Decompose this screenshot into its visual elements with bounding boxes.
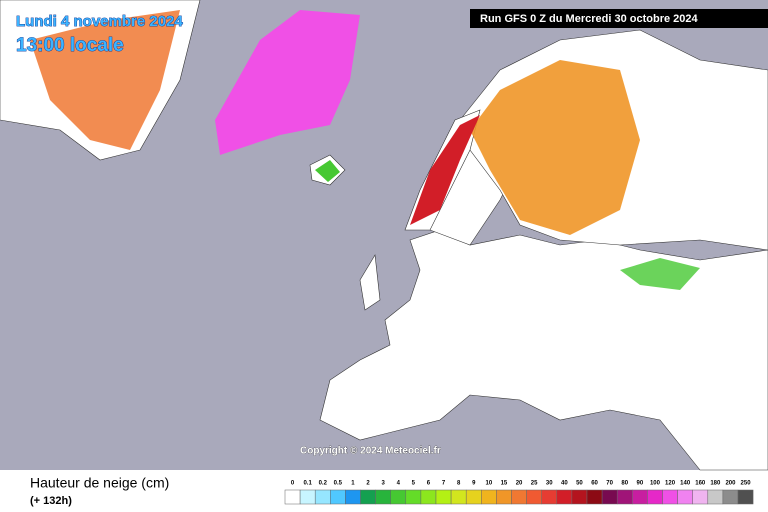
legend-swatch	[707, 489, 724, 505]
legend-swatch	[330, 489, 346, 505]
legend-label: 40	[561, 481, 568, 487]
legend-swatch	[360, 489, 376, 505]
legend-swatch	[375, 489, 391, 505]
legend-swatch	[299, 489, 316, 505]
footer-lead: (+ 132h)	[30, 495, 72, 507]
legend-label: 6	[427, 481, 431, 487]
legend-label: 1	[351, 481, 355, 487]
legend-label: 5	[412, 481, 416, 487]
britain	[359, 254, 381, 311]
legend-label: 70	[606, 481, 613, 487]
run-box	[470, 9, 768, 28]
legend-label: 25	[531, 481, 538, 487]
legend-label: 0.1	[303, 481, 312, 487]
legend-label: 10	[486, 481, 493, 487]
legend-label: 0	[291, 481, 295, 487]
legend-label: 3	[381, 481, 385, 487]
legend-swatch	[737, 489, 754, 505]
legend-label: 15	[501, 481, 508, 487]
legend-swatch	[465, 489, 482, 505]
legend-label: 200	[725, 481, 736, 487]
legend-swatch	[511, 489, 527, 505]
legend-swatch	[481, 489, 497, 505]
legend-label: 4	[397, 481, 401, 487]
norway-snow	[410, 115, 480, 225]
legend-swatch	[722, 489, 739, 505]
legend-label: 80	[621, 481, 628, 487]
legend-label: 180	[710, 481, 721, 487]
legend-swatch	[390, 489, 407, 505]
run: Run GFS 0 Z du Mercredi 30 octobre 2024	[480, 13, 698, 25]
legend-label: 250	[741, 481, 752, 487]
legend-swatch	[647, 489, 663, 505]
legend-swatch	[526, 489, 542, 505]
legend-swatch	[405, 489, 422, 505]
legend-swatch	[314, 489, 331, 505]
legend-label: 120	[665, 481, 676, 487]
date: Lundi 4 novembre 2024	[16, 13, 183, 30]
legend-label: 140	[680, 481, 691, 487]
footer-title: Hauteur de neige (cm)	[30, 475, 169, 491]
legend-label: 0.2	[319, 481, 328, 487]
continent	[319, 229, 768, 471]
legend-swatch	[632, 489, 648, 505]
copyright: Copyright © 2024 Meteociel.fr	[300, 446, 441, 457]
russia-snow	[470, 60, 640, 235]
canada-snow	[30, 10, 180, 150]
caucasus-snow	[620, 258, 700, 290]
legend-label: 2	[366, 481, 370, 487]
legend-swatch	[284, 489, 301, 505]
legend-label: 8	[457, 481, 461, 487]
legend-swatch	[662, 489, 678, 505]
legend-swatch	[345, 489, 361, 505]
legend-label: 0.5	[334, 481, 343, 487]
legend-label: 100	[650, 481, 661, 487]
legend-label: 9	[472, 481, 476, 487]
legend-swatch	[435, 489, 452, 505]
legend-label: 50	[576, 481, 583, 487]
legend-swatch	[571, 489, 588, 505]
legend-label: 20	[516, 481, 523, 487]
legend-swatch	[556, 489, 573, 505]
legend-swatch	[450, 489, 467, 505]
legend: 0 0.1 0.2 0.5 1 2 3 4 5 6 7 8 9 10 15 20 25 30 40 50 60 70 80 9…	[284, 481, 754, 505]
legend-swatch	[677, 489, 693, 505]
legend-swatch	[496, 489, 512, 505]
legend-label: 90	[637, 481, 644, 487]
time: 13:00 locale	[16, 35, 124, 56]
legend-swatch	[541, 489, 558, 505]
legend-label: 160	[695, 481, 706, 487]
legend-swatch	[601, 489, 618, 505]
legend-swatch	[616, 489, 633, 505]
legend-swatch	[692, 489, 709, 505]
legend-swatch	[586, 489, 603, 505]
greenland-snow	[215, 10, 360, 155]
legend-label: 30	[546, 481, 553, 487]
legend-label: 7	[442, 481, 446, 487]
legend-swatch	[420, 489, 437, 505]
iceland-snow	[315, 160, 340, 182]
legend-label: 60	[591, 481, 598, 487]
